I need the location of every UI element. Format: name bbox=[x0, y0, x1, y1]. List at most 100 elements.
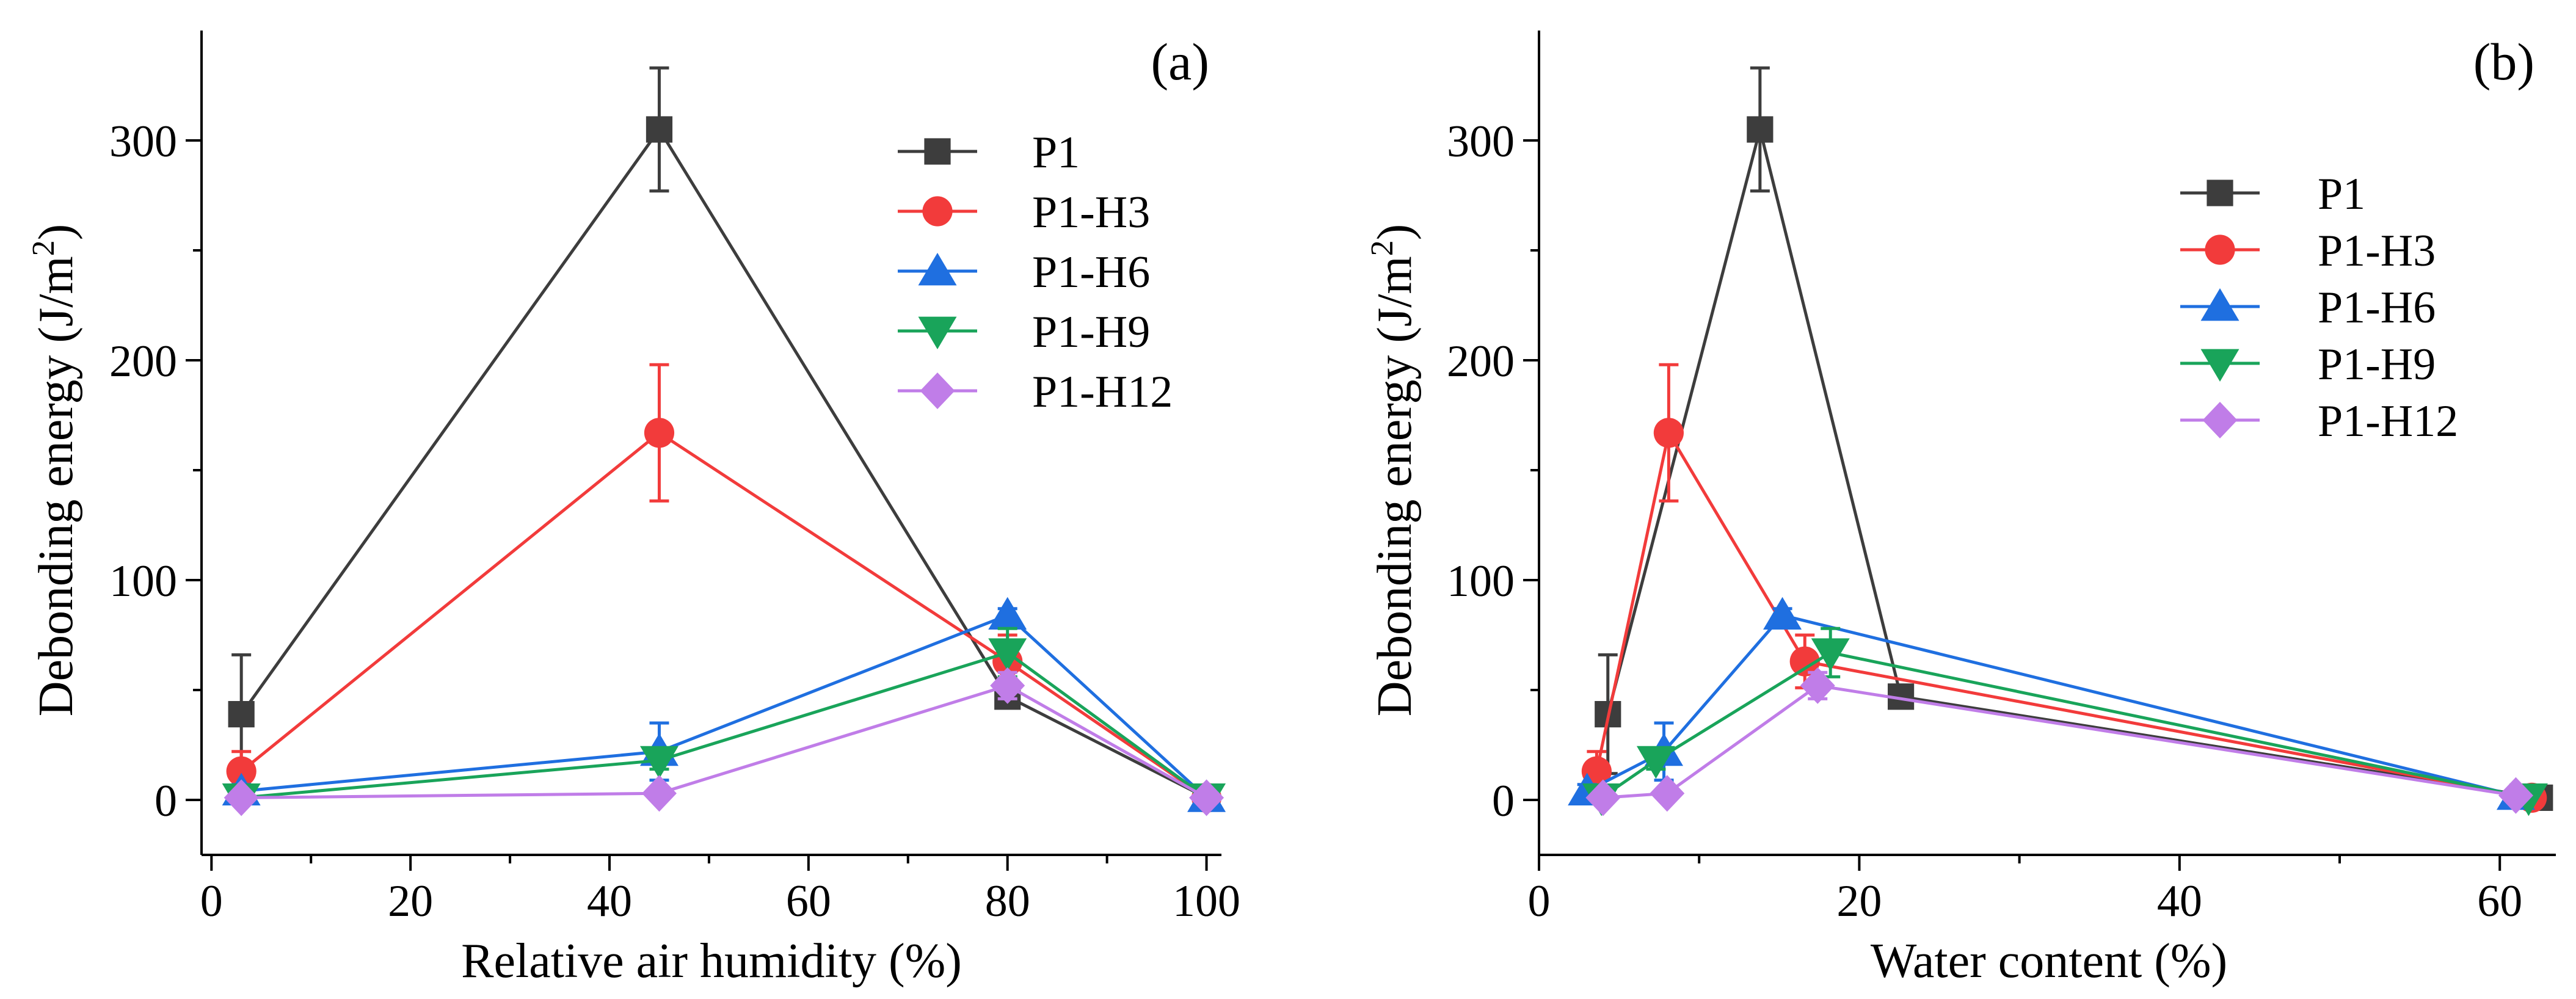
data-point bbox=[1763, 597, 1802, 630]
y-tick-label: 300 bbox=[109, 117, 177, 167]
legend-label: P1-H9 bbox=[2318, 340, 2436, 390]
x-tick-label: 0 bbox=[1528, 876, 1551, 926]
legend-item: P1-H6 bbox=[898, 247, 1150, 297]
data-point bbox=[1789, 646, 1820, 677]
data-point bbox=[639, 746, 679, 779]
legend-item: P1-H12 bbox=[2180, 396, 2458, 446]
legend-marker bbox=[2205, 234, 2235, 265]
series-P1-H6 bbox=[1568, 597, 2535, 810]
y-axis-title: Debonding energy (J/m2) bbox=[26, 224, 83, 717]
series-P1-H6 bbox=[222, 597, 1226, 812]
legend-label: P1-H12 bbox=[1032, 367, 1173, 417]
x-tick-label: 40 bbox=[2157, 876, 2202, 926]
data-point bbox=[1653, 418, 1684, 448]
series-P1-H12 bbox=[224, 667, 1224, 816]
data-point bbox=[1747, 116, 1774, 143]
y-axis-title-tail: ) bbox=[29, 224, 83, 241]
legend-item: P1 bbox=[2180, 169, 2365, 219]
legend: P1 P1-H3 P1-H6 P1-H9 P1-H12 bbox=[898, 128, 1173, 417]
series-line bbox=[1600, 651, 2529, 799]
data-point bbox=[1189, 779, 1224, 816]
series-line bbox=[1603, 684, 2516, 799]
y-axis-title-main: Debonding energy (J/m bbox=[29, 256, 83, 716]
data-point bbox=[226, 756, 257, 786]
legend-marker bbox=[2202, 402, 2238, 438]
data-point bbox=[990, 667, 1025, 704]
legend-label: P1-H6 bbox=[1032, 247, 1150, 297]
data-point bbox=[641, 775, 677, 812]
data-point bbox=[224, 779, 259, 816]
legend-marker bbox=[924, 138, 951, 165]
series-P1-H3 bbox=[226, 363, 1222, 813]
legend-marker bbox=[2200, 349, 2239, 382]
legend-label: P1 bbox=[2318, 169, 2365, 219]
y-tick-label: 200 bbox=[1447, 336, 1515, 387]
chart-panel-b: 0 20 40 60 0 100 200 300 Water content (%) Debond… bbox=[1365, 31, 2556, 988]
legend-marker bbox=[2207, 180, 2233, 206]
legend-item: P1-H3 bbox=[898, 187, 1150, 238]
x-tick-label: 20 bbox=[1836, 876, 1882, 926]
x-tick-label: 60 bbox=[2477, 876, 2522, 926]
y-axis-title-sup: 2 bbox=[26, 240, 61, 256]
legend-label: P1-H9 bbox=[1032, 307, 1150, 357]
panel-label: (b) bbox=[2473, 32, 2534, 91]
legend-item: P1-H9 bbox=[2180, 340, 2436, 390]
y-axis-title-sup: 2 bbox=[1365, 240, 1400, 256]
y-axis-title-main: Debonding energy (J/m bbox=[1368, 256, 1422, 716]
series-line bbox=[241, 651, 1208, 799]
x-tick-label: 20 bbox=[388, 876, 433, 926]
x-tick-label: 40 bbox=[587, 876, 632, 926]
legend-marker bbox=[2200, 288, 2239, 321]
legend: P1 P1-H3 P1-H6 P1-H9 P1-H12 bbox=[2180, 169, 2458, 446]
series-line bbox=[240, 126, 1207, 799]
y-axis-title-tail: ) bbox=[1368, 224, 1422, 241]
y-tick-label: 0 bbox=[1492, 776, 1515, 826]
x-tick-label: 0 bbox=[200, 876, 223, 926]
series-line bbox=[1606, 129, 2541, 799]
x-tick-label: 60 bbox=[786, 876, 831, 926]
legend-label: P1-H12 bbox=[2318, 396, 2458, 446]
chart-panel-a: 0 20 40 60 80 100 0 100 200 300 Relative air humid… bbox=[26, 31, 1240, 988]
data-point bbox=[1650, 775, 1685, 812]
series-line bbox=[241, 684, 1207, 799]
y-tick-label: 100 bbox=[1447, 556, 1515, 606]
legend-item: P1-H9 bbox=[898, 307, 1150, 357]
data-point bbox=[228, 701, 255, 728]
data-point bbox=[1811, 638, 1850, 671]
data-point bbox=[2498, 777, 2533, 814]
legend-marker bbox=[922, 196, 953, 227]
data-point bbox=[988, 597, 1027, 630]
legend-item: P1-H3 bbox=[2180, 226, 2436, 276]
legend-marker bbox=[920, 372, 955, 409]
x-tick-label: 100 bbox=[1173, 876, 1240, 926]
legend-item: P1-H12 bbox=[898, 367, 1173, 417]
data-point bbox=[1636, 746, 1675, 779]
panel-label: (a) bbox=[1151, 32, 1209, 91]
x-axis-title: Relative air humidity (%) bbox=[461, 934, 962, 988]
legend-label: P1 bbox=[1032, 128, 1080, 178]
y-tick-label: 0 bbox=[155, 776, 177, 826]
y-tick-label: 200 bbox=[109, 336, 177, 387]
series-line bbox=[241, 613, 1208, 799]
legend-item: P1 bbox=[898, 128, 1080, 178]
y-tick-label: 100 bbox=[109, 556, 177, 606]
data-point bbox=[988, 638, 1027, 671]
series-line bbox=[1586, 613, 2517, 797]
legend-label: P1-H3 bbox=[1032, 187, 1150, 238]
legend-marker bbox=[918, 316, 957, 349]
legend-item: P1-H6 bbox=[2180, 283, 2436, 333]
series-line bbox=[240, 430, 1207, 799]
series-line bbox=[1595, 429, 2533, 799]
legend-marker bbox=[918, 253, 957, 286]
data-point bbox=[646, 116, 673, 143]
data-point bbox=[644, 418, 675, 448]
series-P1-H12 bbox=[1585, 667, 2533, 816]
y-tick-label: 300 bbox=[1447, 117, 1515, 167]
data-point bbox=[1800, 667, 1835, 704]
legend-label: P1-H3 bbox=[2318, 226, 2436, 276]
data-point bbox=[1585, 779, 1621, 816]
x-tick-label: 80 bbox=[985, 876, 1030, 926]
y-axis-title: Debonding energy (J/m2) bbox=[1365, 224, 1422, 717]
x-axis-title: Water content (%) bbox=[1871, 934, 2227, 988]
